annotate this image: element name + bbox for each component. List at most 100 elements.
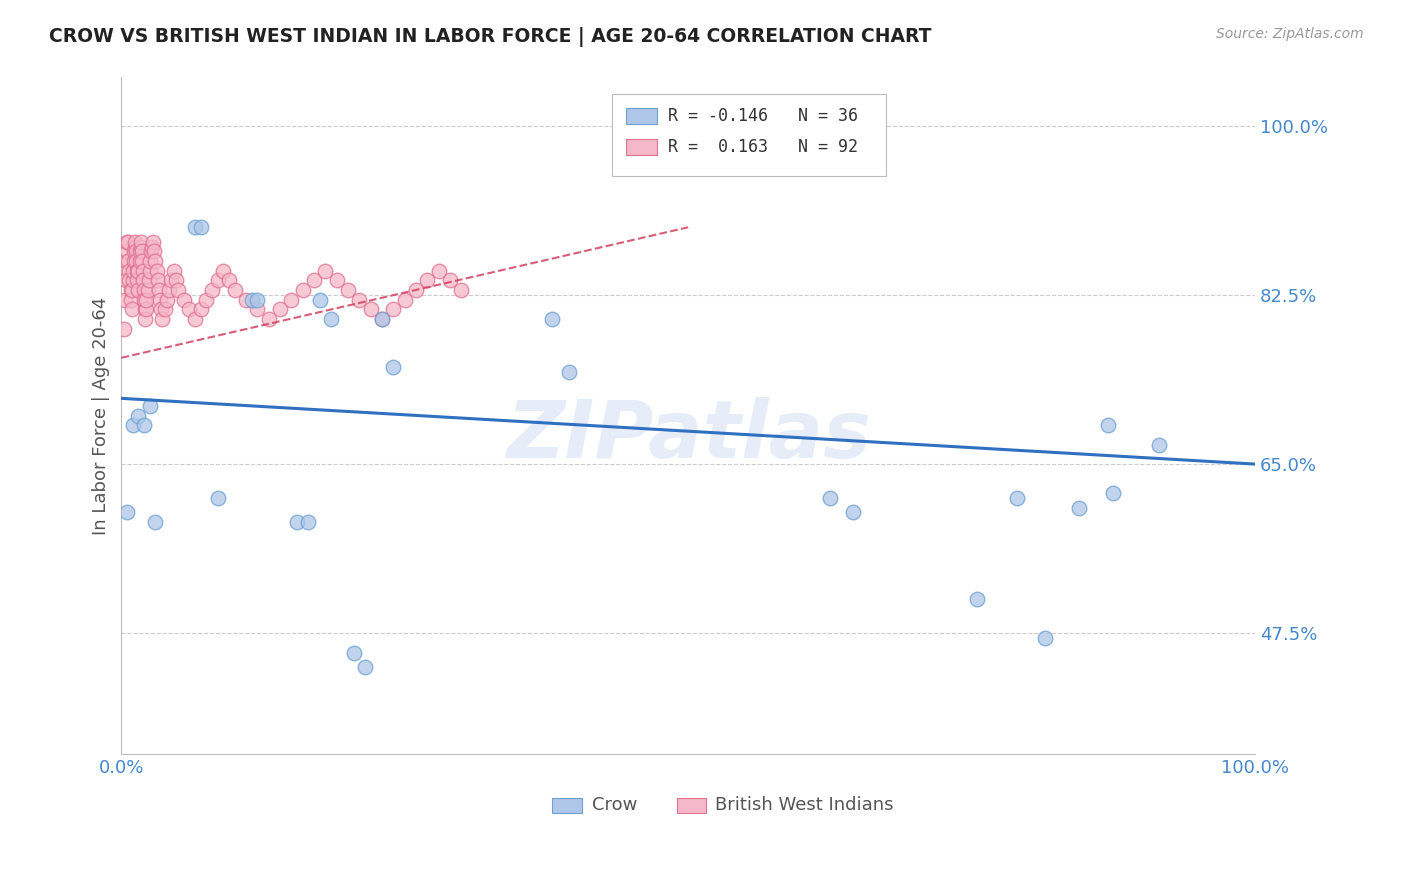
Point [156, 293, 179, 307]
Point [122, 254, 145, 268]
Point [173, 293, 195, 307]
Point [135, 302, 157, 317]
Point [841, 505, 863, 519]
Point [118, 273, 141, 287]
Point [120, 283, 142, 297]
Point [354, 660, 377, 674]
Point [280, 293, 302, 307]
Point [139, 244, 162, 259]
Point [165, 273, 187, 287]
Text: CROW VS BRITISH WEST INDIAN IN LABOR FORCE | AGE 20-64 CORRELATION CHART: CROW VS BRITISH WEST INDIAN IN LABOR FOR… [49, 27, 932, 46]
Point [150, 302, 173, 317]
Point [201, 283, 224, 297]
Point [343, 646, 366, 660]
Point [134, 312, 156, 326]
Point [121, 418, 143, 433]
Point [818, 491, 841, 505]
Point [246, 302, 269, 317]
Point [145, 264, 167, 278]
Point [360, 302, 382, 317]
Point [127, 283, 149, 297]
Point [195, 293, 218, 307]
Point [257, 312, 280, 326]
Point [134, 302, 156, 317]
Point [127, 264, 149, 278]
Point [146, 273, 169, 287]
Point [184, 312, 207, 326]
Point [285, 515, 308, 529]
Point [371, 312, 394, 326]
Point [1097, 418, 1119, 433]
Point [121, 302, 143, 317]
Point [297, 515, 319, 529]
Point [118, 264, 141, 278]
Point [132, 264, 155, 278]
Point [122, 244, 145, 259]
Point [139, 264, 162, 278]
Point [135, 293, 157, 307]
Point [190, 220, 212, 235]
Point [405, 283, 427, 297]
Point [129, 235, 152, 249]
Point [127, 264, 149, 278]
Point [439, 273, 461, 287]
FancyBboxPatch shape [676, 798, 706, 813]
Point [212, 264, 235, 278]
Point [139, 254, 162, 268]
Point [128, 254, 150, 268]
Point [125, 244, 148, 259]
Point [115, 505, 138, 519]
Point [308, 293, 330, 307]
Point [132, 293, 155, 307]
Point [128, 244, 150, 259]
Point [150, 312, 173, 326]
Point [207, 273, 229, 287]
Point [269, 302, 291, 317]
Point [371, 312, 394, 326]
FancyBboxPatch shape [553, 798, 582, 813]
Point [124, 235, 146, 249]
Point [179, 302, 201, 317]
Text: British West Indians: British West Indians [716, 796, 894, 814]
Point [162, 264, 184, 278]
Y-axis label: In Labor Force | Age 20-64: In Labor Force | Age 20-64 [93, 297, 110, 535]
Point [141, 239, 163, 253]
Point [138, 273, 160, 287]
Point [558, 365, 581, 379]
Point [218, 273, 240, 287]
Text: R =  0.163   N = 92: R = 0.163 N = 92 [668, 138, 858, 156]
Point [167, 283, 190, 297]
Point [149, 293, 172, 307]
Point [143, 244, 166, 259]
Point [190, 302, 212, 317]
Point [326, 273, 349, 287]
Text: Source: ZipAtlas.com: Source: ZipAtlas.com [1216, 27, 1364, 41]
Text: ZIPatlas: ZIPatlas [506, 397, 870, 475]
Point [153, 302, 176, 317]
Point [337, 283, 360, 297]
Point [427, 264, 450, 278]
Point [321, 312, 343, 326]
Text: Crow: Crow [592, 796, 637, 814]
Point [117, 235, 139, 249]
Point [349, 293, 371, 307]
Point [1005, 491, 1028, 505]
Point [112, 322, 135, 336]
Point [207, 491, 229, 505]
Point [302, 273, 325, 287]
Point [1069, 500, 1091, 515]
Point [127, 409, 149, 423]
Point [1102, 486, 1125, 500]
Point [382, 302, 405, 317]
Point [1147, 438, 1170, 452]
Point [676, 157, 699, 171]
Point [114, 293, 136, 307]
Point [142, 235, 165, 249]
Point [136, 283, 159, 297]
Point [1033, 631, 1056, 645]
Point [148, 283, 170, 297]
Point [115, 244, 138, 259]
Point [224, 283, 246, 297]
Point [115, 235, 138, 249]
Point [157, 283, 180, 297]
